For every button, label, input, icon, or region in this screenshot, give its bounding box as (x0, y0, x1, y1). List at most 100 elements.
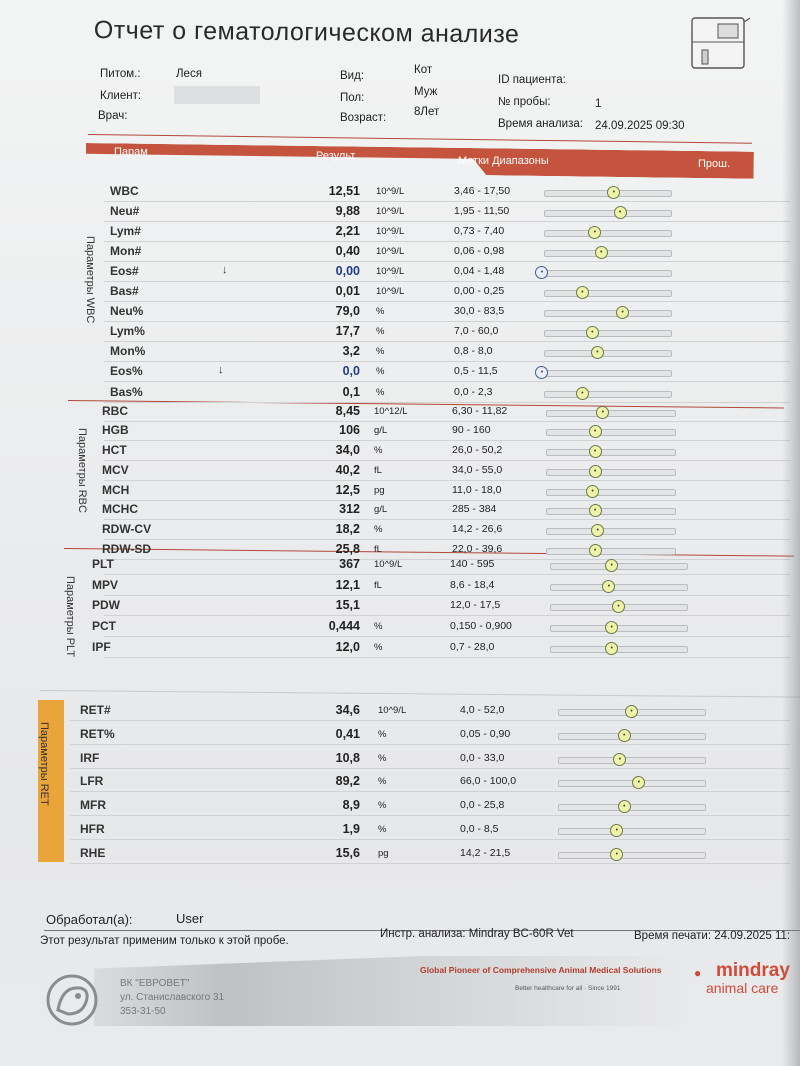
header-result: Результ (316, 150, 356, 162)
result-row: MCH 12,5 pg 11,0 - 18,0 • (0, 481, 800, 501)
reference-range: 1,95 - 11,50 (454, 205, 510, 218)
range-marker-icon: • (588, 504, 602, 518)
row-separator (104, 499, 790, 501)
param-name: RDW-SD (102, 541, 152, 556)
row-separator (104, 615, 790, 617)
range-marker-icon: • (617, 728, 631, 742)
range-bar (544, 370, 672, 378)
range-marker-icon: • (535, 366, 549, 380)
mindray-slogan: Global Pioneer of Comprehensive Animal M… (420, 965, 662, 975)
range-bar (544, 330, 672, 338)
param-name: MCH (102, 482, 130, 497)
row-separator (104, 221, 790, 223)
result-unit: pg (378, 848, 389, 860)
result-value: 12,5 (335, 482, 360, 497)
range-bar (546, 409, 676, 417)
range-bar (544, 350, 672, 358)
result-value: 0,00 (335, 264, 360, 279)
result-unit: 10^9/L (376, 246, 405, 258)
reference-range: 0,06 - 0,98 (454, 245, 505, 258)
species-label: Вид: (340, 70, 364, 82)
result-row: HFR 1,9% 0,0 - 8,5 • (0, 820, 800, 841)
result-row: MPV 12,1 fL 8,6 - 18,4 • (0, 576, 800, 596)
range-bar (544, 310, 672, 318)
row-separator (104, 636, 790, 638)
reference-range: 0,0 - 8,5 (460, 823, 499, 836)
range-marker-icon: • (585, 326, 599, 340)
range-marker-icon: • (632, 776, 646, 790)
analyzer-icon (691, 17, 751, 69)
result-row: Mon# 0,40 10^9/L 0,06 - 0,98 • (0, 242, 800, 263)
result-row: IRF 10,8% 0,0 - 33,0 • (0, 749, 800, 769)
range-marker-icon: • (616, 306, 630, 320)
sex-label: Пол: (340, 92, 365, 104)
clinic-name: ВК "ЕВРОВЕТ" (120, 978, 190, 989)
row-separator (104, 479, 790, 481)
result-value: 0,1 (342, 384, 360, 399)
range-bar (558, 852, 706, 860)
result-value: 0,40 (335, 244, 360, 259)
age-value: 8Лет (414, 106, 440, 118)
row-separator (104, 301, 790, 303)
reference-range: 0,150 - 0,900 (450, 620, 512, 633)
row-separator (104, 519, 790, 521)
footer-line (44, 930, 800, 931)
result-value: 8,45 (335, 403, 360, 418)
result-row: RET# 34,6 10^9/L 4,0 - 52,0 • (0, 701, 800, 721)
row-separator (104, 261, 790, 263)
reference-range: 14,2 - 21,5 (460, 847, 511, 860)
range-marker-icon: • (613, 752, 627, 766)
row-separator (104, 401, 790, 403)
result-row: MFR 8,9% 0,0 - 25,8 • (0, 796, 800, 817)
pet-value: Леся (176, 68, 202, 80)
result-unit: % (376, 366, 385, 378)
row-separator (70, 791, 790, 793)
client-redacted (174, 86, 260, 104)
result-value: 34,6 (335, 702, 360, 717)
result-value: 25,8 (335, 541, 360, 556)
range-bar (546, 528, 676, 536)
reference-range: 30,0 - 83,5 (454, 305, 505, 318)
range-bar (544, 390, 672, 398)
paper-edge-shadow (782, 0, 800, 1066)
reference-range: 90 - 160 (452, 424, 491, 437)
result-value: 0,444 (328, 619, 360, 634)
range-marker-icon: • (590, 346, 604, 360)
result-unit: 10^9/L (376, 206, 405, 218)
result-row: RET% 0,41% 0,05 - 0,90 • (0, 725, 800, 745)
result-row: PDW 15,1 12,0 - 17,5 • (0, 596, 800, 617)
range-marker-icon: • (610, 824, 624, 838)
param-name: RET# (80, 702, 111, 717)
result-value: 89,2 (335, 774, 360, 789)
row-separator (104, 201, 790, 202)
result-unit: 10^12/L (374, 405, 408, 417)
row-separator (70, 839, 790, 841)
param-name: HFR (80, 822, 105, 837)
range-bar (546, 468, 676, 476)
reference-range: 26,0 - 50,2 (452, 444, 503, 457)
reference-range: 34,0 - 55,0 (452, 463, 503, 476)
flag-arrow: ↓ (218, 364, 224, 377)
param-name: RHE (80, 846, 106, 861)
result-unit: % (376, 326, 385, 338)
range-bar (558, 732, 706, 740)
patient-id-label: ID пациента: (498, 74, 566, 86)
result-value: 8,9 (342, 798, 360, 813)
result-unit: 10^9/L (378, 704, 407, 716)
client-label: Клиент: (100, 90, 142, 102)
reference-range: 0,04 - 1,48 (454, 265, 505, 278)
range-bar (544, 290, 672, 298)
result-unit: fL (374, 543, 382, 555)
result-row: Bas% 0,1% 0,0 - 2,3 • (0, 383, 800, 403)
clinic-logo-icon (46, 974, 98, 1026)
result-row: Neu% 79,0% 30,0 - 83,5 • (0, 302, 800, 323)
clinic-address: ул. Станиславского 31 (120, 992, 225, 1003)
result-value: 0,0 (342, 364, 360, 379)
result-value: 2,21 (335, 224, 360, 239)
header-prev: Прош. (698, 158, 731, 170)
param-name: MFR (80, 798, 106, 813)
result-row: MCHC 312 g/L 285 - 384 • (0, 500, 800, 521)
result-unit: g/L (374, 425, 388, 437)
param-name: MPV (92, 577, 119, 592)
param-name: RDW-CV (102, 522, 152, 537)
